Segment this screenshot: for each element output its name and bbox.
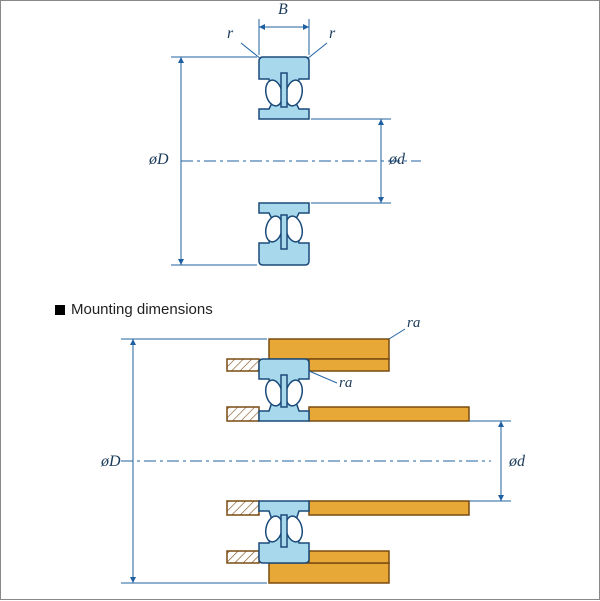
- label-B: B: [278, 1, 288, 19]
- label-r-left: r: [227, 25, 233, 43]
- label-d-top: ød: [389, 151, 405, 169]
- label-D-top: øD: [149, 151, 169, 169]
- label-ra-top: ra: [407, 315, 420, 332]
- label-d-bottom: ød: [509, 453, 525, 471]
- figure-container: B r r øD ød Mounting dimensions: [0, 0, 600, 600]
- bullet-icon: [55, 305, 65, 315]
- section-title-text: Mounting dimensions: [71, 301, 213, 318]
- label-ra-inner: ra: [339, 375, 352, 392]
- label-D-bottom: øD: [101, 453, 121, 471]
- label-r-right: r: [329, 25, 335, 43]
- bearing-diagram-top: [1, 1, 600, 291]
- section-title: Mounting dimensions: [55, 301, 213, 318]
